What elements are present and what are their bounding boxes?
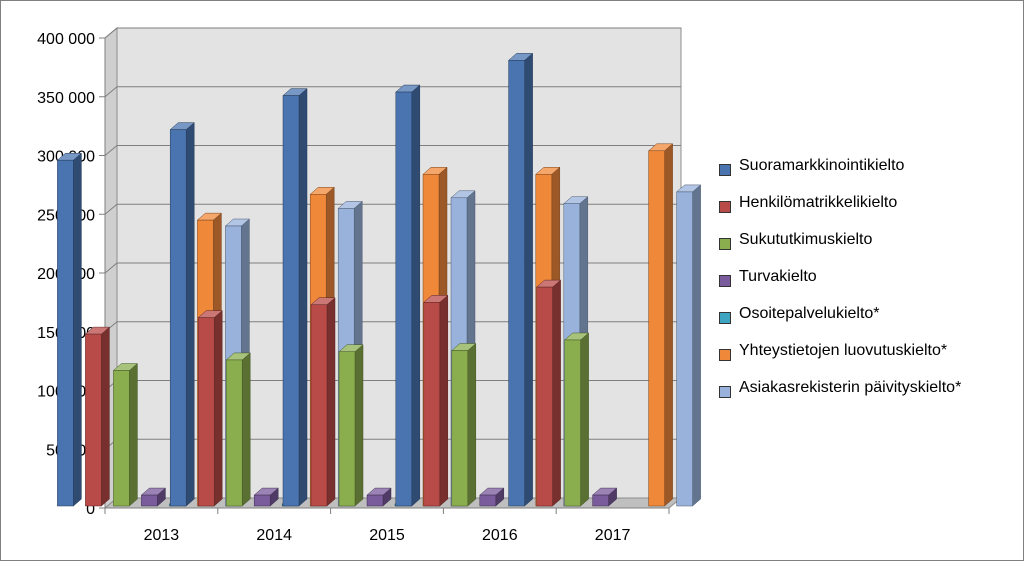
bar-Sukututkimuskielto <box>564 339 581 507</box>
legend-item: Sukututkimuskielto <box>719 225 1019 262</box>
bar-side <box>580 332 589 507</box>
bar-Sukututkimuskielto <box>113 370 130 507</box>
bar-side <box>185 122 195 507</box>
bar-Sukututkimuskielto <box>338 351 356 507</box>
bar-Suoramarkkinointikielto <box>57 159 74 507</box>
gridline-side <box>104 27 118 39</box>
bar-Turvakielto <box>141 494 158 507</box>
bar-Suoramarkkinointikielto <box>395 91 413 507</box>
legend-swatch <box>719 312 731 324</box>
legend-swatch <box>719 164 731 176</box>
bar-side <box>664 143 673 507</box>
bar-side <box>326 297 336 507</box>
legend-item: Asiakasrekisterin päivityskielto* <box>719 373 1019 410</box>
legend-label: Suoramarkkinointikielto <box>739 157 905 174</box>
legend-label: Osoitepalvelukielto* <box>739 305 880 322</box>
legend-swatch <box>719 238 731 250</box>
bar-Turvakielto <box>592 494 609 507</box>
legend-item: Yhteystietojen luovutuskielto* <box>719 336 1019 373</box>
bar-side <box>213 310 223 507</box>
bar-side <box>439 294 449 507</box>
x-tick-label: 2016 <box>482 527 518 544</box>
bar-Suoramarkkinointikielto <box>508 60 525 507</box>
y-tick-label: 350 000 <box>37 90 95 107</box>
bar-Henkilömatrikkelikielto <box>423 302 441 507</box>
bar-Turvakielto <box>253 494 271 507</box>
legend-swatch <box>719 349 731 361</box>
x-tick-label: 2014 <box>256 527 292 544</box>
bar-Henkilömatrikkelikielto <box>85 333 102 507</box>
gridline-side <box>104 262 118 274</box>
x-tick-label: 2013 <box>144 527 180 544</box>
gridline-side <box>104 145 118 156</box>
bar-Henkilömatrikkelikielto <box>197 317 215 507</box>
bar-side <box>129 362 138 507</box>
legend-swatch <box>719 201 731 213</box>
legend-label: Turvakielto <box>739 268 817 285</box>
bar-Yhteystietojen luovutuskielto* <box>648 150 665 507</box>
bar-side <box>467 342 477 507</box>
legend-item: Osoitepalvelukielto* <box>719 299 1019 336</box>
legend-swatch <box>719 275 731 287</box>
bar-side <box>552 279 561 507</box>
legend-label: Yhteystietojen luovutuskielto* <box>739 342 948 359</box>
bar-side <box>101 326 110 507</box>
bar-side <box>411 84 421 507</box>
bar-Henkilömatrikkelikielto <box>310 304 328 507</box>
bar-Asiakasrekisterin päivityskielto* <box>676 191 693 507</box>
legend-swatch <box>719 386 731 398</box>
bar-side <box>73 152 82 507</box>
legend-label: Sukututkimuskielto <box>739 231 873 248</box>
bar-side <box>298 88 308 507</box>
legend-item: Turvakielto <box>719 262 1019 299</box>
legend: Suoramarkkinointikielto Henkilömatrikkeli… <box>719 151 1019 410</box>
legend-item: Henkilömatrikkelikielto <box>719 188 1019 225</box>
bar-Turvakielto <box>366 494 384 507</box>
legend-item: Suoramarkkinointikielto <box>719 151 1019 188</box>
bar-side <box>524 52 533 507</box>
x-tick-label: 2015 <box>369 527 405 544</box>
bar-Suoramarkkinointikielto <box>282 95 300 507</box>
legend-label: Henkilömatrikkelikielto <box>739 194 898 211</box>
legend-label: Asiakasrekisterin päivityskielto* <box>739 379 962 396</box>
bar-Turvakielto <box>479 494 497 507</box>
bar-Suoramarkkinointikielto <box>169 129 187 507</box>
bar-Sukututkimuskielto <box>225 359 243 507</box>
bar-side <box>354 344 364 507</box>
y-tick-label: 0 <box>86 501 95 518</box>
gridline-side <box>104 203 118 215</box>
gridline-side <box>104 86 118 98</box>
bar-Henkilömatrikkelikielto <box>536 286 553 507</box>
x-tick-label: 2017 <box>595 527 631 544</box>
bar-Sukututkimuskielto <box>451 350 469 507</box>
bar-side <box>692 184 701 507</box>
bar-side <box>241 352 251 507</box>
y-tick-label: 400 000 <box>37 31 95 48</box>
